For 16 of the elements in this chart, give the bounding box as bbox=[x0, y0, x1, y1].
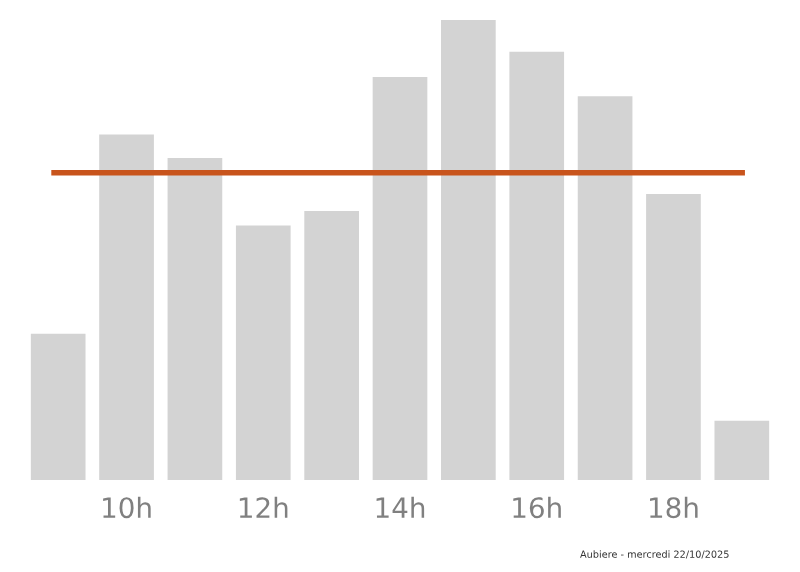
bar bbox=[372, 77, 428, 480]
x-tick-label: 18h bbox=[650, 496, 698, 519]
bar bbox=[30, 333, 86, 480]
bar bbox=[509, 51, 565, 480]
bar bbox=[441, 20, 496, 480]
x-tick-label: 10h bbox=[103, 496, 151, 519]
bar bbox=[646, 193, 701, 480]
bar bbox=[714, 420, 770, 480]
bar bbox=[99, 134, 154, 480]
bar bbox=[577, 96, 633, 480]
bar bbox=[235, 225, 291, 480]
x-tick-label: 12h bbox=[239, 496, 288, 518]
bar bbox=[167, 158, 223, 480]
x-tick-label: 16h bbox=[513, 496, 561, 519]
x-tick-label: 14h bbox=[376, 496, 425, 518]
bar bbox=[304, 210, 359, 480]
